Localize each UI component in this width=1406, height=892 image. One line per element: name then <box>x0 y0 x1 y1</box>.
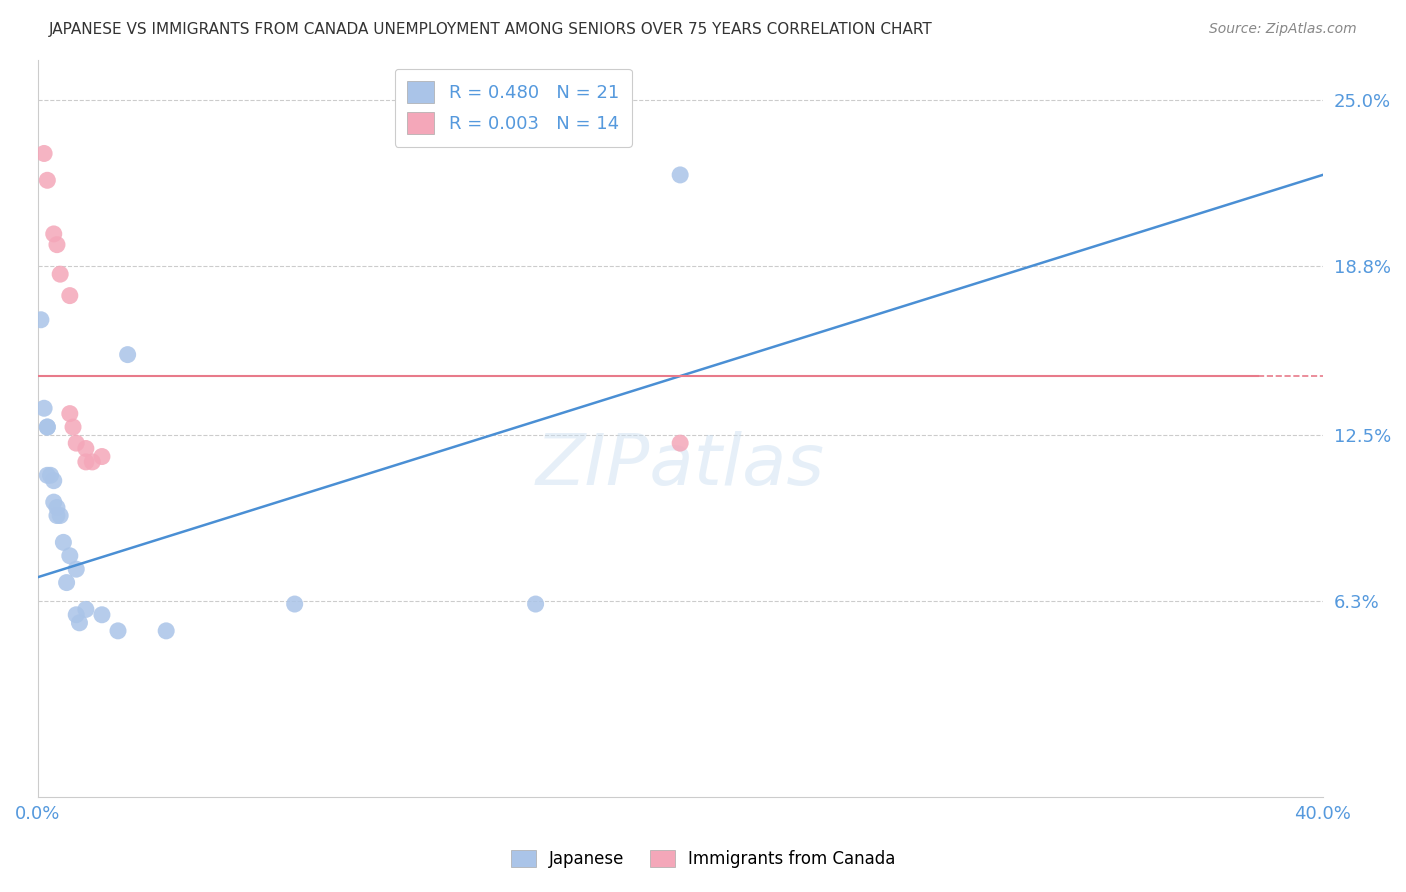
Text: JAPANESE VS IMMIGRANTS FROM CANADA UNEMPLOYMENT AMONG SENIORS OVER 75 YEARS CORR: JAPANESE VS IMMIGRANTS FROM CANADA UNEMP… <box>49 22 934 37</box>
Point <box>39 468 62 483</box>
Point <box>59 549 82 563</box>
Point <box>37 173 59 187</box>
Point <box>59 407 82 421</box>
Point <box>82 455 104 469</box>
Point <box>52 535 75 549</box>
Point <box>69 615 91 630</box>
Point <box>75 455 97 469</box>
Point <box>65 436 87 450</box>
Point <box>524 597 547 611</box>
Point <box>669 168 692 182</box>
Point <box>30 312 52 326</box>
Point <box>155 624 177 638</box>
Point <box>91 450 114 464</box>
Point <box>91 607 114 622</box>
Point <box>62 420 84 434</box>
Point <box>42 227 65 241</box>
Point <box>42 474 65 488</box>
Point <box>55 575 77 590</box>
Point <box>59 288 82 302</box>
Text: ZIPatlas: ZIPatlas <box>536 431 825 500</box>
Legend: R = 0.480   N = 21, R = 0.003   N = 14: R = 0.480 N = 21, R = 0.003 N = 14 <box>395 69 631 147</box>
Point <box>32 146 55 161</box>
Point <box>49 508 72 523</box>
Point <box>37 468 59 483</box>
Point <box>75 442 97 456</box>
Point <box>117 348 139 362</box>
Point <box>669 436 692 450</box>
Point <box>42 495 65 509</box>
Point <box>75 602 97 616</box>
Legend: Japanese, Immigrants from Canada: Japanese, Immigrants from Canada <box>505 843 901 875</box>
Point <box>65 562 87 576</box>
Point <box>284 597 307 611</box>
Point <box>32 401 55 416</box>
Point <box>107 624 129 638</box>
Point <box>37 420 59 434</box>
Point <box>46 508 69 523</box>
Point <box>37 420 59 434</box>
Point <box>49 267 72 281</box>
Point <box>46 500 69 515</box>
Point <box>46 237 69 252</box>
Point <box>65 607 87 622</box>
Text: Source: ZipAtlas.com: Source: ZipAtlas.com <box>1209 22 1357 37</box>
